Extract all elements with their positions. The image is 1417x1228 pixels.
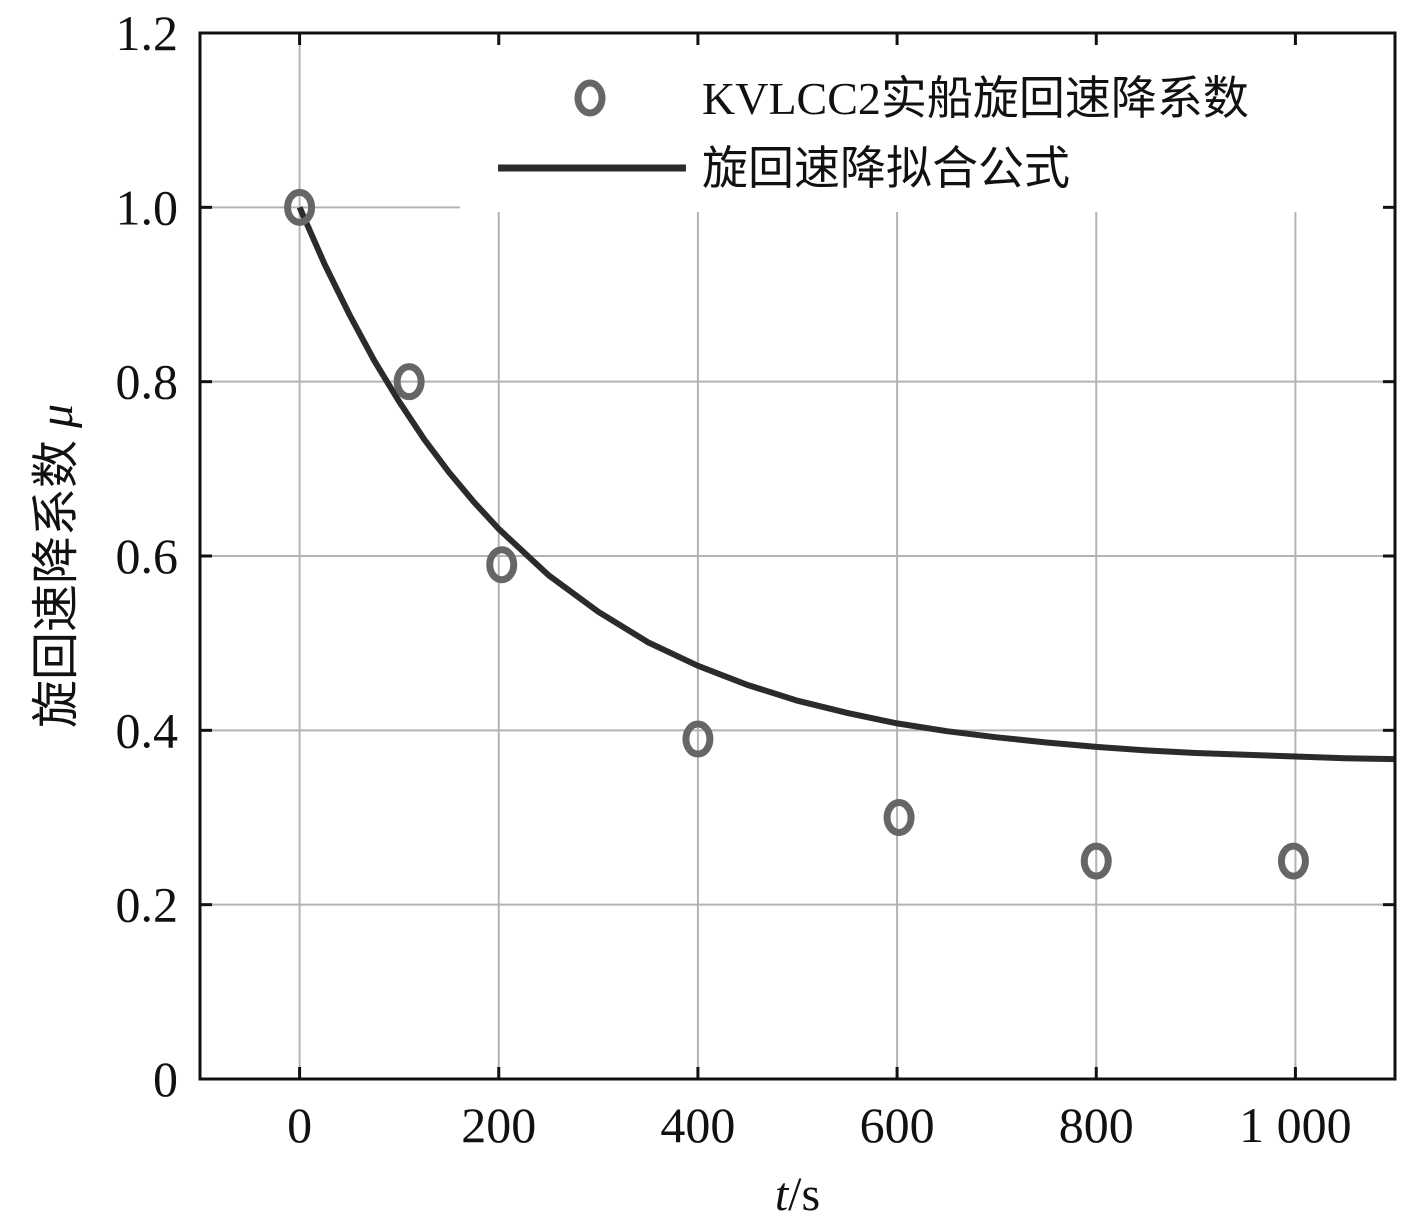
data-point-marker	[1277, 842, 1309, 880]
x-tick-label: 600	[860, 1097, 935, 1153]
x-axis-title: t/s	[775, 1168, 820, 1221]
axes: 0 200 400 600 800 1 000 0 0.2 0.4 0.6 0.8 1.0 1.2	[116, 5, 1395, 1153]
data-point-marker	[682, 720, 714, 758]
legend-marker-icon	[574, 79, 606, 117]
x-tick-label: 1 000	[1239, 1097, 1352, 1153]
plot-area	[284, 188, 1396, 880]
x-tick-label: 400	[660, 1097, 735, 1153]
grid	[200, 33, 1395, 1079]
data-point-marker	[486, 546, 518, 584]
y-tick-label: 0.6	[116, 528, 179, 584]
fit-curve-line	[296, 206, 1396, 763]
data-point-marker	[393, 363, 425, 401]
y-tick-label: 0.2	[116, 877, 179, 933]
data-point-marker	[1080, 842, 1112, 880]
x-tick-label: 200	[461, 1097, 536, 1153]
legend-label: KVLCC2实船旋回速降系数	[702, 73, 1249, 124]
legend-label: 旋回速降拟合公式	[702, 143, 1070, 194]
y-tick-label: 1.0	[116, 179, 179, 235]
y-tick-label: 1.2	[116, 5, 179, 61]
y-axis-title: 旋回速降系数 μ	[30, 404, 83, 728]
y-tick-label: 0.8	[116, 354, 179, 410]
y-tick-label: 0.4	[116, 702, 179, 758]
data-point-marker	[883, 799, 915, 836]
data-point-marker	[284, 188, 316, 226]
x-tick-label: 0	[287, 1097, 312, 1153]
x-tick-label: 800	[1059, 1097, 1134, 1153]
y-tick-label: 0	[153, 1051, 178, 1107]
